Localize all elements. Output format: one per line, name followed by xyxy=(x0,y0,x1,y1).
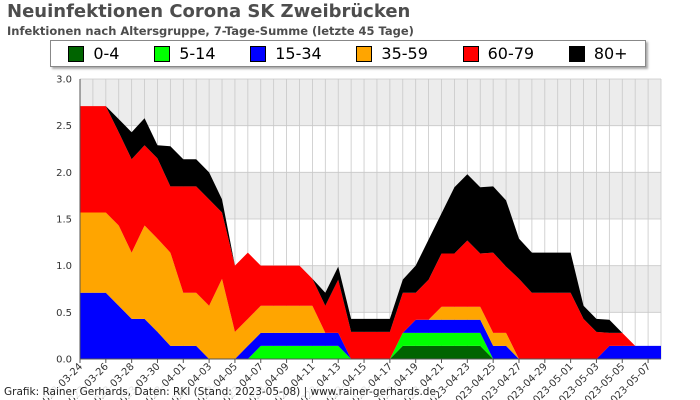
y-tick-label: 2.5 xyxy=(56,121,72,132)
series-area-15-34 xyxy=(80,292,661,359)
series-area-35-59 xyxy=(80,212,661,359)
legend-item-80+: 80+ xyxy=(568,44,628,63)
chart-title: Neuinfektionen Corona SK Zweibrücken xyxy=(7,1,411,22)
legend-swatch xyxy=(356,45,373,62)
plot-band xyxy=(80,79,661,126)
series-area-80+ xyxy=(80,106,661,346)
legend-label: 5-14 xyxy=(179,44,216,63)
legend-item-0-4: 0-4 xyxy=(68,44,119,63)
legend-item-5-14: 5-14 xyxy=(154,44,216,63)
legend-label: 15-34 xyxy=(275,44,322,63)
legend-label: 60-79 xyxy=(487,44,535,63)
chart-legend: 0-4 5-14 15-34 35-59 60-79 80+ xyxy=(50,40,646,67)
legend-swatch xyxy=(68,45,85,62)
chart-subtitle: Infektionen nach Altersgruppe, 7-Tage-Su… xyxy=(7,24,414,38)
legend-label: 0-4 xyxy=(93,44,120,63)
legend-swatch xyxy=(250,45,267,62)
legend-label: 80+ xyxy=(593,44,628,63)
y-tick-label: 2.0 xyxy=(56,168,72,179)
y-tick-label: 1.0 xyxy=(56,261,72,272)
legend-item-60-79: 60-79 xyxy=(462,44,535,63)
legend-swatch xyxy=(154,45,171,62)
y-tick-label: 3.0 xyxy=(56,75,72,86)
y-tick-label: 1.5 xyxy=(56,215,72,226)
legend-swatch xyxy=(568,45,585,62)
y-tick-label: 0.5 xyxy=(56,308,72,319)
series-area-60-79 xyxy=(80,106,661,359)
legend-label: 35-59 xyxy=(381,44,428,63)
y-tick-label: 0.0 xyxy=(56,355,72,366)
legend-swatch xyxy=(462,45,479,62)
credit-line: Grafik: Rainer Gerhards, Daten: RKI (Sta… xyxy=(4,386,436,398)
legend-item-35-59: 35-59 xyxy=(356,44,428,63)
legend-item-15-34: 15-34 xyxy=(250,44,322,63)
